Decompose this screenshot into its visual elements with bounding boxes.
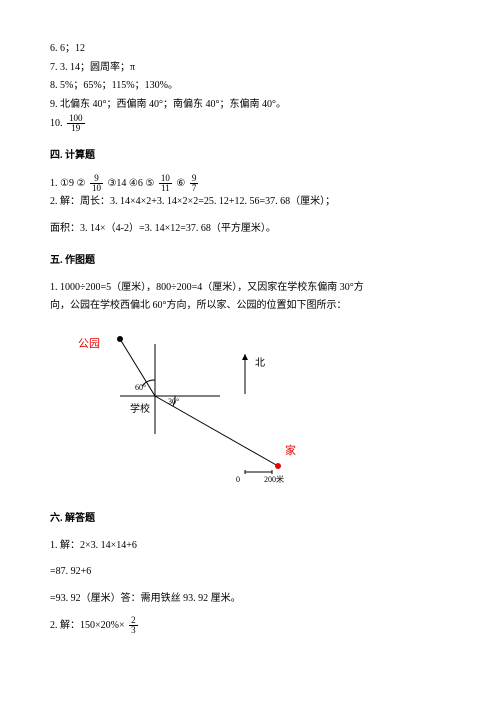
svg-text:60°: 60° — [135, 383, 146, 392]
fraction: 97 — [190, 174, 199, 193]
ans-6: 6. 6；12 — [50, 40, 450, 59]
denominator: 7 — [190, 184, 199, 193]
text: 1. ①9 ② — [50, 178, 88, 189]
svg-text:0: 0 — [236, 475, 240, 484]
ans-9: 9. 北偏东 40°；西偏南 40°；南偏东 40°；东偏南 40°。 — [50, 96, 450, 115]
ans-10-prefix: 10. — [50, 118, 65, 129]
diagram-container: 公园家 学校 北 60° 30° 0 200米 — [60, 324, 450, 497]
denominator: 19 — [67, 124, 85, 133]
text: ③14 ④6 ⑤ — [105, 178, 157, 189]
section-5-title: 五. 作图题 — [50, 252, 450, 271]
s6-l1: 1. 解：2×3. 14×14+6 — [50, 537, 450, 556]
fraction: 23 — [129, 616, 138, 635]
ans-8: 8. 5%；65%；115%；130%。 — [50, 77, 450, 96]
s6-l3: =93. 92（厘米）答：需用铁丝 93. 92 厘米。 — [50, 590, 450, 609]
denominator: 11 — [159, 184, 172, 193]
svg-text:200米: 200米 — [264, 474, 284, 484]
svg-text:北: 北 — [255, 357, 265, 369]
s4-q1: 1. ①9 ② 910 ③14 ④6 ⑤ 1011 ⑥ 97 — [50, 174, 450, 193]
fraction: 1011 — [159, 174, 172, 193]
geometry-diagram: 公园家 学校 北 60° 30° 0 200米 — [60, 324, 330, 489]
denominator: 10 — [90, 184, 103, 193]
s6-l2: =87. 92+6 — [50, 563, 450, 582]
s4-q2a: 2. 解：周长：3. 14×4×2+3. 14×2×2=25. 12+12. 5… — [50, 193, 450, 212]
fraction: 910 — [90, 174, 103, 193]
s5-t2: 向，公园在学校西偏北 60°方向，所以家、公园的位置如下图所示： — [50, 297, 450, 316]
s5-t1: 1. 1000÷200=5（厘米），800÷200=4（厘米），又因家在学校东偏… — [50, 279, 450, 298]
page-content: 6. 6；12 7. 3. 14；圆周率；π 8. 5%；65%；115%；13… — [0, 0, 500, 665]
svg-text:公园: 公园 — [78, 337, 100, 350]
text: 2. 解：150×20%× — [50, 620, 127, 631]
svg-text:家: 家 — [285, 443, 296, 457]
text: ⑥ — [174, 178, 188, 189]
s6-l4: 2. 解：150×20%× 23 — [50, 616, 450, 635]
s4-q2b: 面积：3. 14×（4-2）=3. 14×12=37. 68（平方厘米）。 — [50, 220, 450, 239]
svg-text:30°: 30° — [168, 397, 179, 406]
section-4-title: 四. 计算题 — [50, 147, 450, 166]
denominator: 3 — [129, 626, 138, 635]
ans-10: 10. 10019 — [50, 114, 450, 133]
fraction: 10019 — [67, 114, 85, 133]
ans-7: 7. 3. 14；圆周率；π — [50, 59, 450, 78]
section-6-title: 六. 解答题 — [50, 510, 450, 529]
svg-text:学校: 学校 — [130, 402, 150, 415]
